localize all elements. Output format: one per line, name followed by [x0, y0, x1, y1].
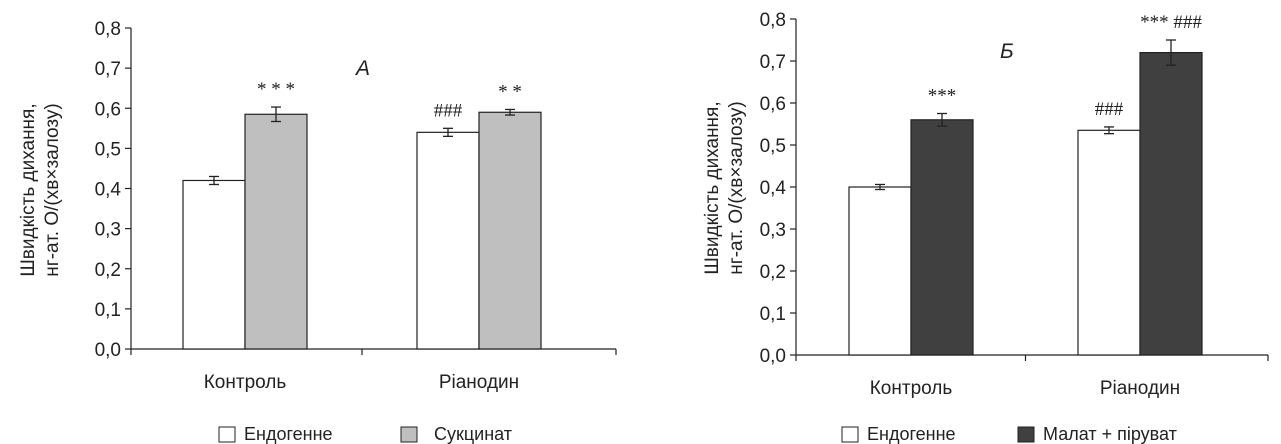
x-tick-label: Ріанодин [1100, 378, 1180, 399]
y-tick-label: 0,7 [95, 59, 121, 80]
y-tick-label: 0,6 [760, 94, 786, 115]
y-tick-label: 0,2 [95, 260, 121, 281]
panel-label: А [354, 57, 370, 80]
error-bar [875, 183, 885, 191]
error-bar [505, 108, 515, 116]
y-tick-label: 0,5 [95, 139, 121, 160]
y-tick-label: 0,0 [760, 346, 786, 367]
y-tick-label: 0,4 [760, 178, 787, 199]
chart-panel-a: Швидкість дихання, нг-ат. О/(хв×залозу) … [18, 19, 617, 444]
legend-label: Малат + піруват [1043, 424, 1177, 444]
y-tick-label: 0,1 [760, 304, 786, 325]
error-bar [271, 106, 281, 123]
y-tick-label: 0,7 [760, 52, 786, 73]
legend-label: Ендогенне [867, 424, 956, 444]
y-tick-label: 0,1 [95, 300, 121, 321]
y-tick-label: 0,5 [760, 136, 786, 157]
error-bar [1104, 126, 1114, 135]
legend-swatch [400, 426, 418, 443]
error-bar [443, 127, 453, 137]
y-tick-label: 0,8 [95, 19, 121, 40]
legend-label: Ендогенне [244, 424, 333, 444]
chart-panel-b: Швидкість дихання, нг-ат. О/(хв×залозу) … [702, 10, 1269, 444]
y-axis-label-line2: нг-ат. О/(хв×залозу) [726, 101, 747, 274]
error-bar [209, 175, 219, 186]
bar [848, 186, 912, 356]
significance-annotation: *** ### [1140, 12, 1202, 33]
bar [244, 113, 308, 350]
y-axis-label-line2: нг-ат. О/(хв×залозу) [42, 103, 63, 276]
y-tick-label: 0,8 [760, 10, 786, 31]
bar [182, 179, 246, 350]
bar [416, 131, 480, 350]
y-tick-label: 0,2 [760, 262, 786, 283]
significance-annotation: ### [434, 100, 463, 121]
bar [1139, 51, 1203, 356]
y-tick-label: 0,3 [95, 220, 121, 241]
significance-annotation: * * [498, 81, 522, 102]
error-bar [1166, 39, 1176, 66]
legend-swatch [218, 426, 236, 443]
y-axis-label-line1: Швидкість дихання, [702, 101, 723, 274]
y-tick-label: 0,4 [95, 180, 122, 201]
bar [478, 111, 542, 350]
y-axis-label-line1: Швидкість дихання, [18, 103, 39, 276]
x-tick-label: Контроль [870, 378, 953, 399]
significance-annotation: * * * [257, 79, 295, 100]
panel-label: Б [1000, 40, 1014, 63]
y-tick-label: 0,6 [95, 99, 121, 120]
bar [910, 119, 974, 356]
x-tick-label: Ріанодин [439, 372, 519, 393]
significance-annotation: ### [1095, 99, 1124, 120]
legend-swatch [841, 426, 859, 443]
error-bar [937, 112, 947, 127]
legend-swatch [1017, 426, 1035, 443]
y-tick-label: 0,3 [760, 220, 786, 241]
x-tick-label: Контроль [204, 372, 287, 393]
y-tick-label: 0,0 [95, 340, 121, 361]
significance-annotation: *** [928, 86, 957, 107]
bar [1077, 129, 1141, 356]
legend-label: Сукцинат [434, 424, 512, 444]
